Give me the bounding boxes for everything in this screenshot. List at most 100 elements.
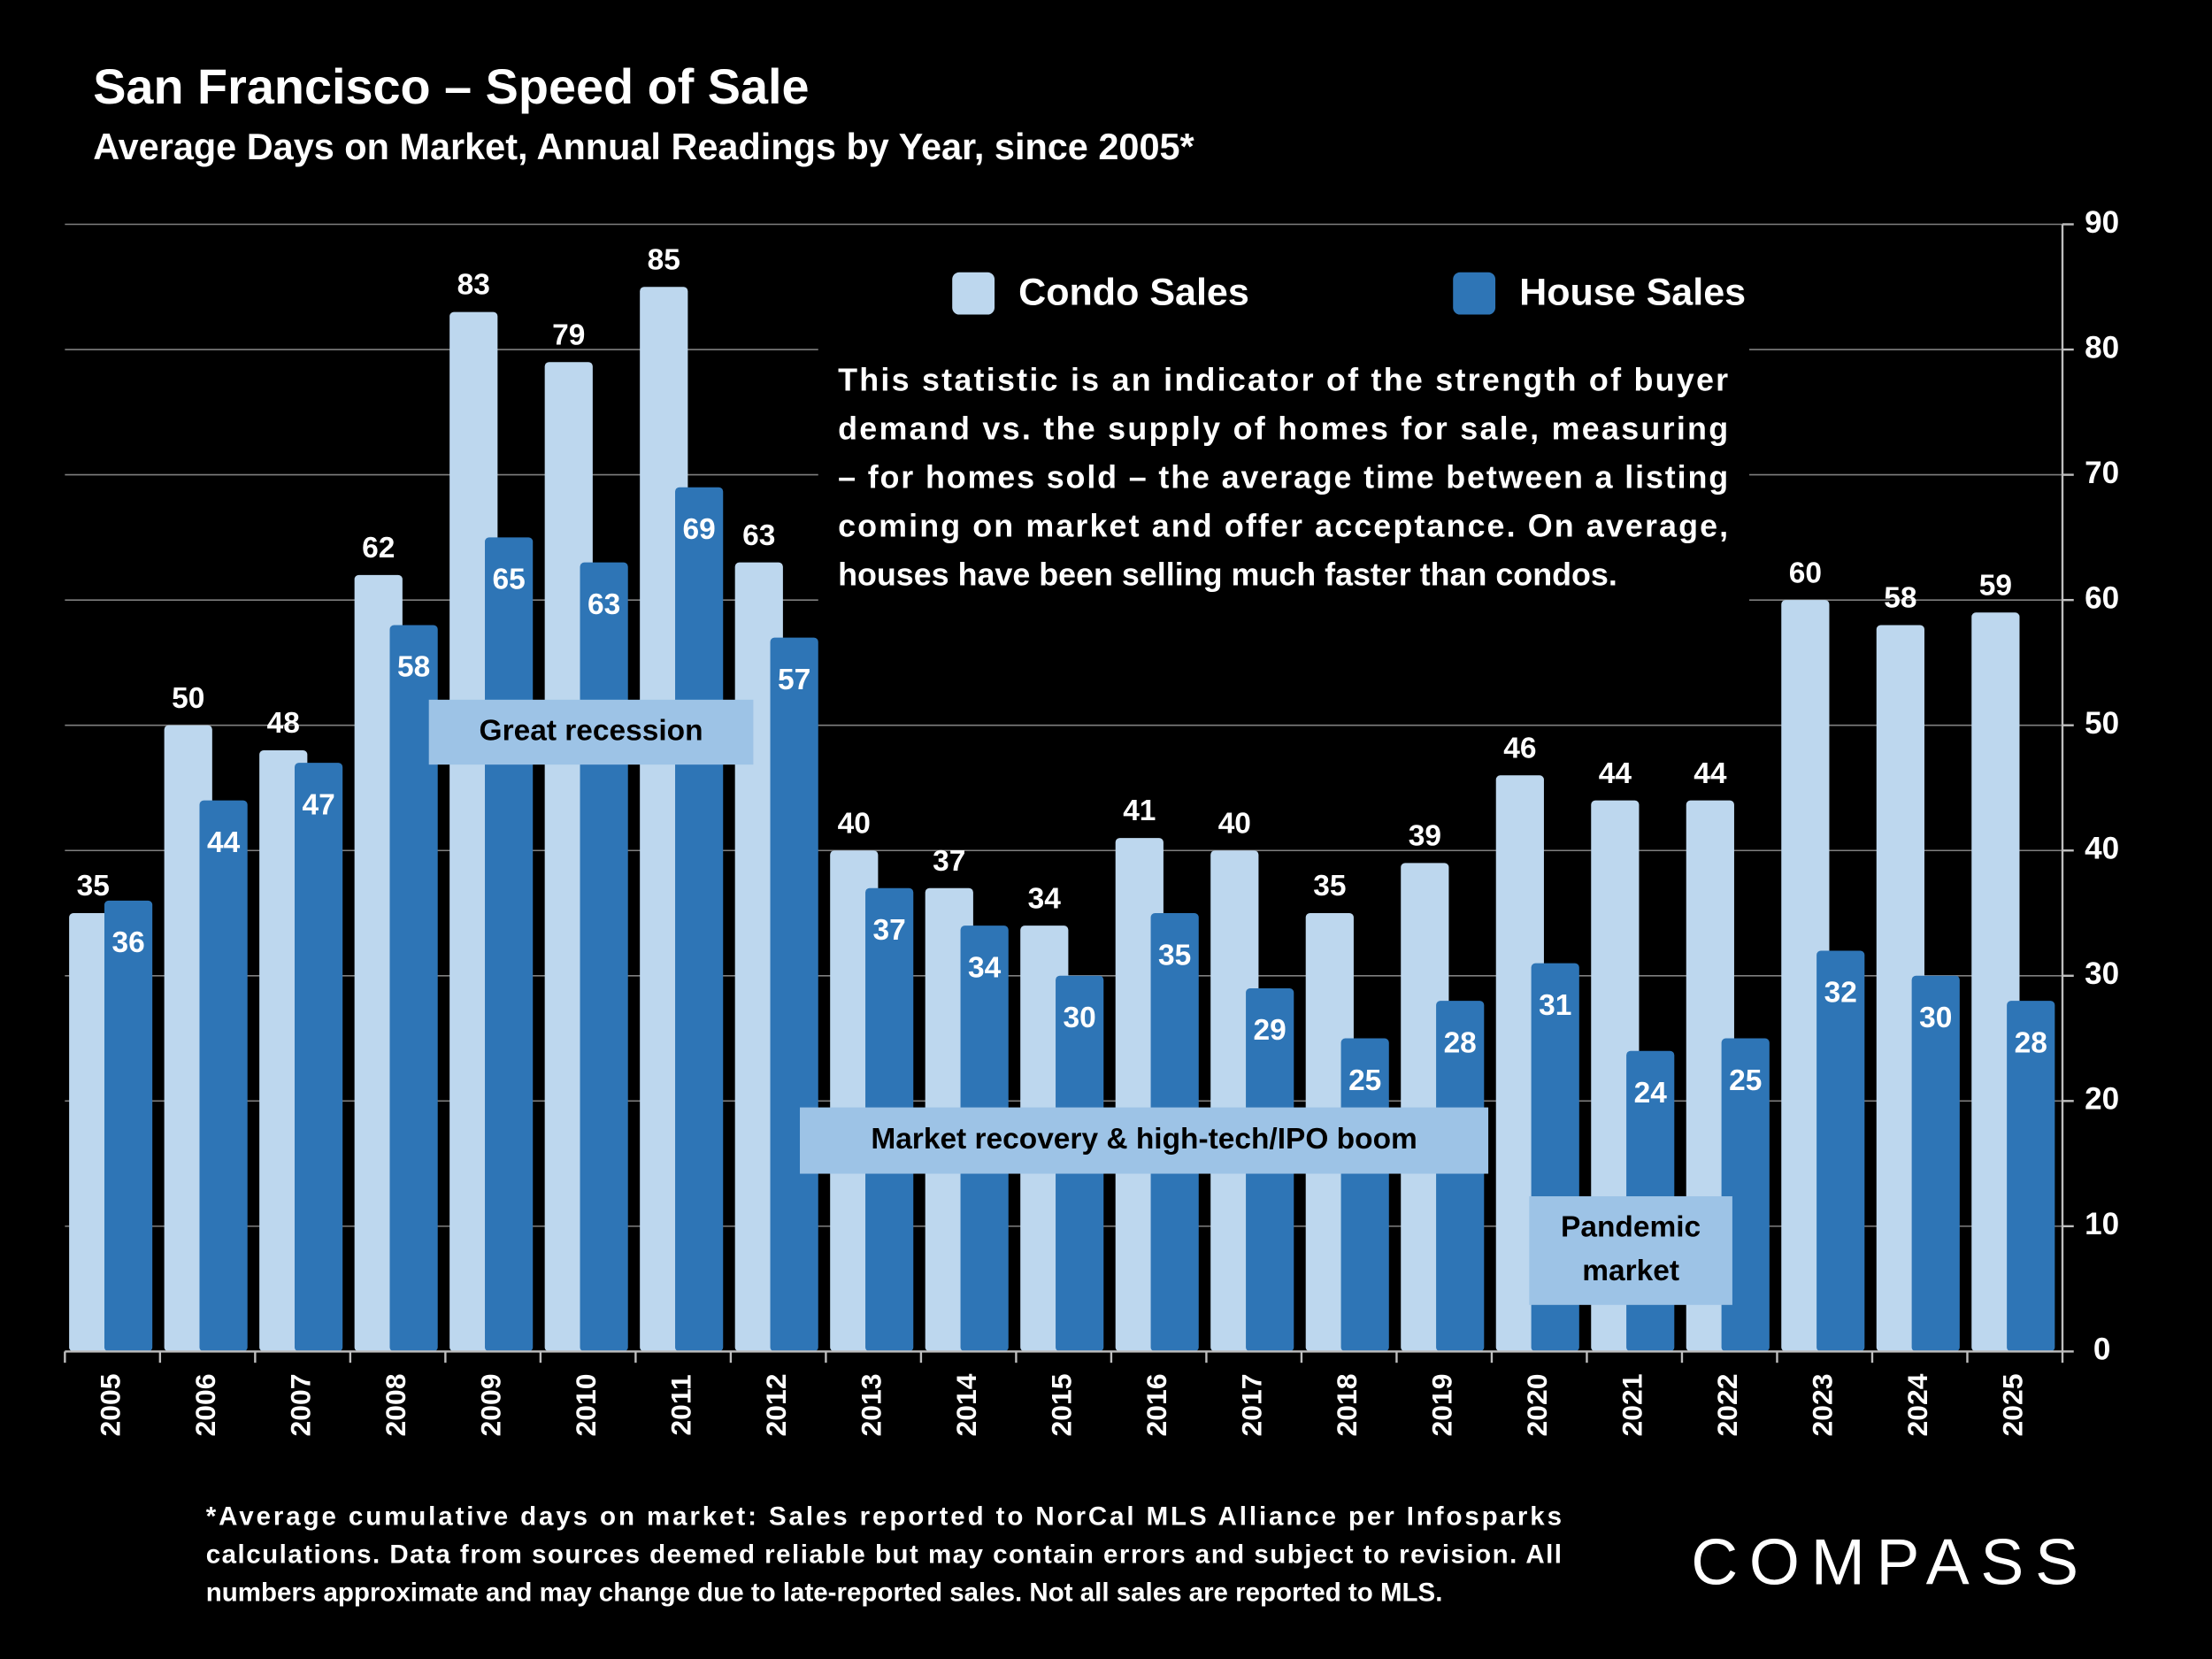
data-label: 28 [2015, 1026, 2047, 1059]
x-tick-label: 2011 [665, 1374, 697, 1435]
x-tick-label: 2008 [380, 1374, 411, 1437]
x-tick-label: 2015 [1046, 1374, 1078, 1437]
y-tick-label: 50 [2085, 706, 2119, 741]
data-label: 46 [1503, 732, 1536, 764]
x-tick-label: 2012 [760, 1374, 792, 1437]
x-tick-label: 2016 [1141, 1374, 1172, 1437]
x-tick-label: 2021 [1617, 1374, 1648, 1437]
data-label: 40 [1218, 807, 1251, 840]
description-background [818, 335, 1750, 626]
footnote-line: *Average cumulative days on market: Sale… [206, 1502, 1562, 1531]
annotation-text: Pandemic [1561, 1211, 1701, 1244]
legend-swatch [1453, 272, 1496, 315]
data-label: 44 [1599, 757, 1632, 790]
y-tick-label: 0 [2093, 1333, 2111, 1367]
data-label: 48 [267, 707, 300, 740]
data-label: 36 [111, 926, 144, 959]
data-label: 31 [1539, 989, 1571, 1022]
y-tick-label: 10 [2085, 1207, 2119, 1241]
legend-label: House Sales [1519, 272, 1746, 314]
data-label: 59 [1979, 569, 2012, 602]
bar [1721, 1038, 1770, 1352]
data-label: 69 [683, 513, 716, 546]
footnote-line: numbers approximate and may change due t… [206, 1578, 1443, 1607]
data-label: 79 [552, 319, 585, 351]
x-tick-label: 2024 [1901, 1373, 1933, 1436]
bar [294, 763, 343, 1352]
x-tick-label: 2005 [95, 1374, 127, 1437]
bar [2007, 1001, 2055, 1352]
x-tick-label: 2020 [1521, 1374, 1553, 1437]
x-tick-label: 2017 [1236, 1374, 1268, 1437]
bar [770, 637, 818, 1352]
data-label: 29 [1254, 1014, 1286, 1047]
data-label: 24 [1634, 1077, 1668, 1110]
bar [1436, 1001, 1485, 1352]
x-tick-label: 2019 [1426, 1374, 1458, 1437]
data-label: 32 [1824, 977, 1857, 1010]
data-label: 60 [1789, 557, 1822, 589]
bar [389, 625, 438, 1352]
overlay: 0102030405060708090353620055044200648472… [64, 205, 2119, 1607]
data-label: 65 [493, 564, 526, 596]
annotation-text: market [1582, 1255, 1679, 1287]
footnote-line: calculations. Data from sources deemed r… [206, 1540, 1562, 1569]
data-label: 37 [933, 845, 965, 878]
data-label: 34 [1028, 882, 1062, 915]
annotation-box [1529, 1196, 1732, 1305]
description-line: houses have been selling much faster tha… [838, 557, 1617, 593]
data-label: 85 [648, 243, 680, 276]
chart-title: San Francisco – Speed of Sale [93, 58, 809, 114]
bar [199, 800, 248, 1352]
data-label: 44 [1694, 757, 1727, 790]
description-line: coming on market and offer acceptance. O… [838, 509, 1728, 544]
x-tick-label: 2023 [1807, 1374, 1839, 1437]
data-label: 58 [397, 651, 430, 684]
y-tick-label: 40 [2085, 832, 2119, 866]
data-label: 58 [1884, 582, 1916, 615]
y-tick-label: 90 [2085, 205, 2119, 240]
data-label: 35 [1158, 939, 1191, 972]
data-label: 62 [362, 532, 395, 565]
bar [580, 562, 628, 1352]
data-label: 39 [1409, 820, 1441, 853]
x-tick-label: 2018 [1331, 1374, 1363, 1437]
bar [104, 900, 153, 1352]
data-label: 28 [1444, 1026, 1477, 1059]
y-tick-label: 70 [2085, 456, 2119, 490]
data-label: 50 [172, 682, 204, 715]
data-label: 41 [1123, 795, 1156, 827]
data-label: 83 [457, 269, 490, 302]
x-tick-label: 2025 [1997, 1374, 2029, 1437]
data-label: 57 [778, 664, 810, 696]
bar [1911, 975, 1960, 1352]
y-tick-label: 80 [2085, 330, 2119, 365]
y-tick-label: 60 [2085, 580, 2119, 615]
annotation-text: Great recession [480, 714, 703, 747]
legend-swatch [952, 272, 995, 315]
description-line: This statistic is an indicator of the st… [838, 363, 1728, 398]
data-label: 63 [588, 588, 620, 621]
bar [485, 537, 534, 1352]
data-label: 40 [838, 807, 871, 840]
data-label: 63 [742, 519, 775, 552]
bar [675, 487, 724, 1352]
annotation-box [800, 1107, 1489, 1174]
data-label: 35 [1313, 870, 1346, 902]
data-label: 25 [1729, 1064, 1762, 1097]
data-label: 30 [1919, 1002, 1952, 1034]
x-tick-label: 2013 [856, 1374, 887, 1437]
bar [1816, 950, 1865, 1352]
legend-label: Condo Sales [1018, 272, 1249, 314]
annotation-text: Market recovery & high-tech/IPO boom [871, 1123, 1417, 1156]
annotation-box [428, 699, 754, 765]
description-line: demand vs. the supply of homes for sale,… [838, 411, 1728, 447]
y-tick-label: 20 [2085, 1082, 2119, 1117]
x-tick-label: 2014 [950, 1373, 982, 1436]
data-label: 25 [1348, 1064, 1381, 1097]
logo: COMPASS [1691, 1526, 2090, 1599]
data-label: 30 [1064, 1002, 1096, 1034]
data-label: 34 [968, 951, 1002, 984]
x-tick-label: 2007 [285, 1374, 317, 1437]
